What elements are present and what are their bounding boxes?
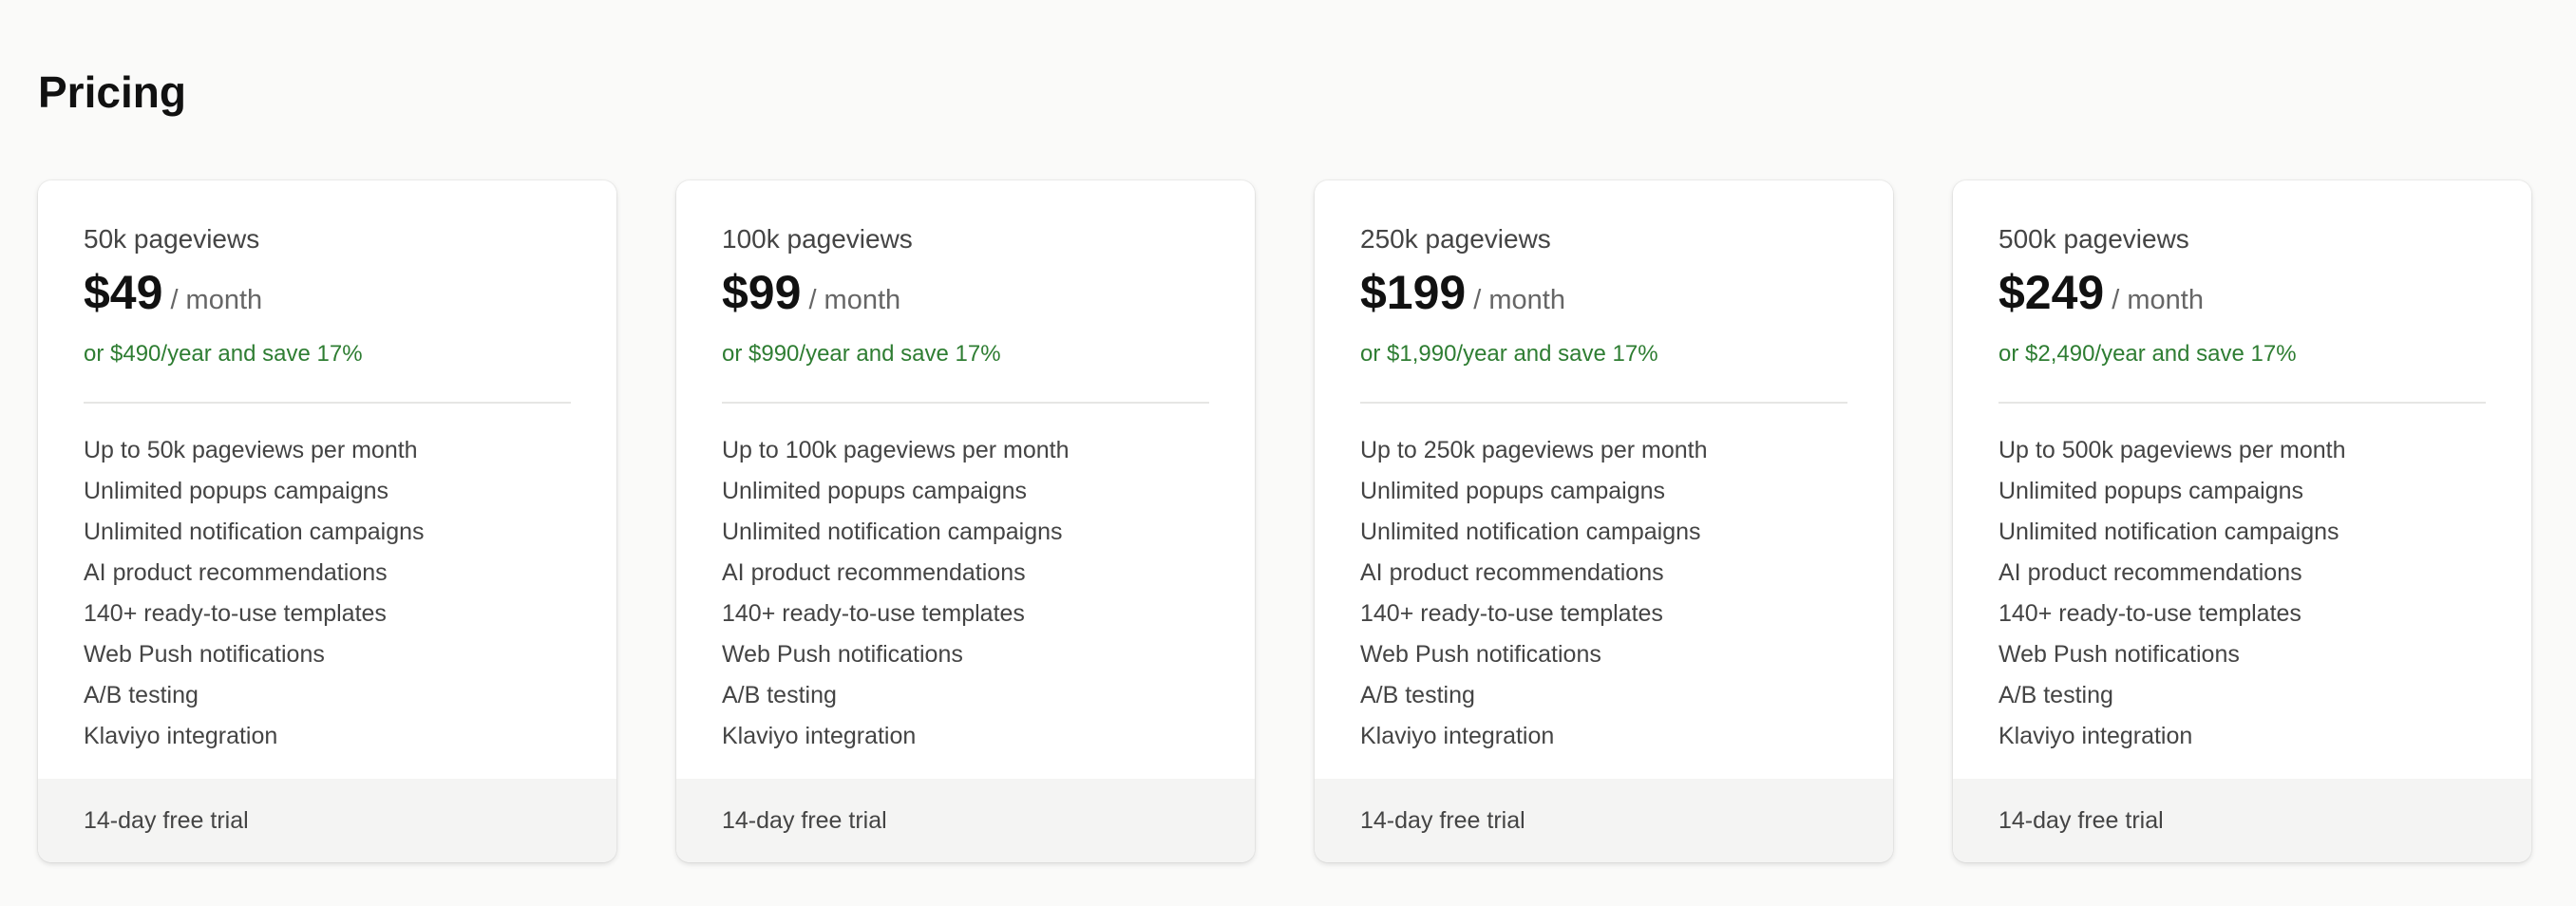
feature-item: Web Push notifications: [84, 641, 325, 668]
feature-item: Web Push notifications: [722, 641, 963, 668]
feature-item: Up to 50k pageviews per month: [84, 437, 418, 463]
feature-item: AI product recommendations: [1998, 559, 2302, 586]
divider: [84, 402, 571, 404]
card-footer: 14-day free trial: [38, 779, 616, 862]
price-period: / month: [808, 285, 901, 315]
yearly-price: or $990/year and save 17%: [722, 341, 1001, 367]
price-row: $99/ month: [722, 266, 1209, 331]
feature-item: Unlimited popups campaigns: [84, 478, 389, 504]
feature-item: 140+ ready-to-use templates: [1998, 600, 2301, 627]
card-footer: 14-day free trial: [1315, 779, 1893, 862]
trial-label: 14-day free trial: [722, 806, 887, 834]
plan-price: $49: [84, 266, 163, 319]
pricing-cards: 50k pageviews $49/ month or $490/year an…: [38, 180, 2531, 862]
feature-item: Unlimited notification campaigns: [84, 519, 425, 545]
price-period: / month: [170, 285, 263, 315]
feature-item: Unlimited notification campaigns: [1360, 519, 1701, 545]
page-title: Pricing: [38, 67, 186, 117]
plan-name: 500k pageviews: [1998, 224, 2189, 254]
plan-price: $199: [1360, 266, 1467, 319]
feature-item: Web Push notifications: [1360, 641, 1601, 668]
feature-item: Klaviyo integration: [1360, 723, 1555, 749]
feature-item: Unlimited popups campaigns: [1360, 478, 1666, 504]
feature-item: 140+ ready-to-use templates: [722, 600, 1025, 627]
feature-item: Up to 500k pageviews per month: [1998, 437, 2346, 463]
feature-item: Unlimited notification campaigns: [1998, 519, 2339, 545]
feature-item: A/B testing: [1998, 682, 2113, 708]
feature-item: AI product recommendations: [1360, 559, 1664, 586]
yearly-price: or $490/year and save 17%: [84, 341, 363, 367]
divider: [1998, 402, 2486, 404]
plan-name: 100k pageviews: [722, 224, 913, 254]
feature-item: Klaviyo integration: [722, 723, 917, 749]
feature-item: A/B testing: [1360, 682, 1475, 708]
trial-label: 14-day free trial: [1360, 806, 1525, 834]
feature-item: Up to 250k pageviews per month: [1360, 437, 1708, 463]
card-footer: 14-day free trial: [676, 779, 1255, 862]
feature-item: Unlimited popups campaigns: [722, 478, 1028, 504]
price-row: $249/ month: [1998, 266, 2486, 331]
feature-item: Unlimited notification campaigns: [722, 519, 1063, 545]
feature-item: AI product recommendations: [722, 559, 1026, 586]
feature-item: Klaviyo integration: [84, 723, 278, 749]
price-period: / month: [2112, 285, 2204, 315]
trial-label: 14-day free trial: [1998, 806, 2164, 834]
feature-item: A/B testing: [84, 682, 199, 708]
plan-price: $249: [1998, 266, 2105, 319]
pricing-card[interactable]: 50k pageviews $49/ month or $490/year an…: [38, 180, 616, 862]
trial-label: 14-day free trial: [84, 806, 249, 834]
feature-list: Up to 500k pageviews per month Unlimited …: [1998, 430, 2486, 757]
pricing-card[interactable]: 250k pageviews $199/ month or $1,990/yea…: [1315, 180, 1893, 862]
plan-name: 50k pageviews: [84, 224, 260, 254]
feature-item: AI product recommendations: [84, 559, 388, 586]
price-period: / month: [1473, 285, 1565, 315]
feature-item: Web Push notifications: [1998, 641, 2240, 668]
divider: [1360, 402, 1847, 404]
yearly-price: or $2,490/year and save 17%: [1998, 341, 2297, 367]
feature-item: 140+ ready-to-use templates: [1360, 600, 1663, 627]
feature-item: Klaviyo integration: [1998, 723, 2193, 749]
pricing-card[interactable]: 100k pageviews $99/ month or $990/year a…: [676, 180, 1255, 862]
card-footer: 14-day free trial: [1953, 779, 2531, 862]
feature-item: A/B testing: [722, 682, 837, 708]
feature-item: Unlimited popups campaigns: [1998, 478, 2304, 504]
divider: [722, 402, 1209, 404]
feature-item: 140+ ready-to-use templates: [84, 600, 387, 627]
pricing-card[interactable]: 500k pageviews $249/ month or $2,490/yea…: [1953, 180, 2531, 862]
feature-list: Up to 250k pageviews per month Unlimited …: [1360, 430, 1847, 757]
feature-list: Up to 50k pageviews per month Unlimited p…: [84, 430, 571, 757]
plan-name: 250k pageviews: [1360, 224, 1551, 254]
price-row: $199/ month: [1360, 266, 1847, 331]
price-row: $49/ month: [84, 266, 571, 331]
plan-price: $99: [722, 266, 802, 319]
feature-item: Up to 100k pageviews per month: [722, 437, 1070, 463]
yearly-price: or $1,990/year and save 17%: [1360, 341, 1658, 367]
feature-list: Up to 100k pageviews per month Unlimited …: [722, 430, 1209, 757]
